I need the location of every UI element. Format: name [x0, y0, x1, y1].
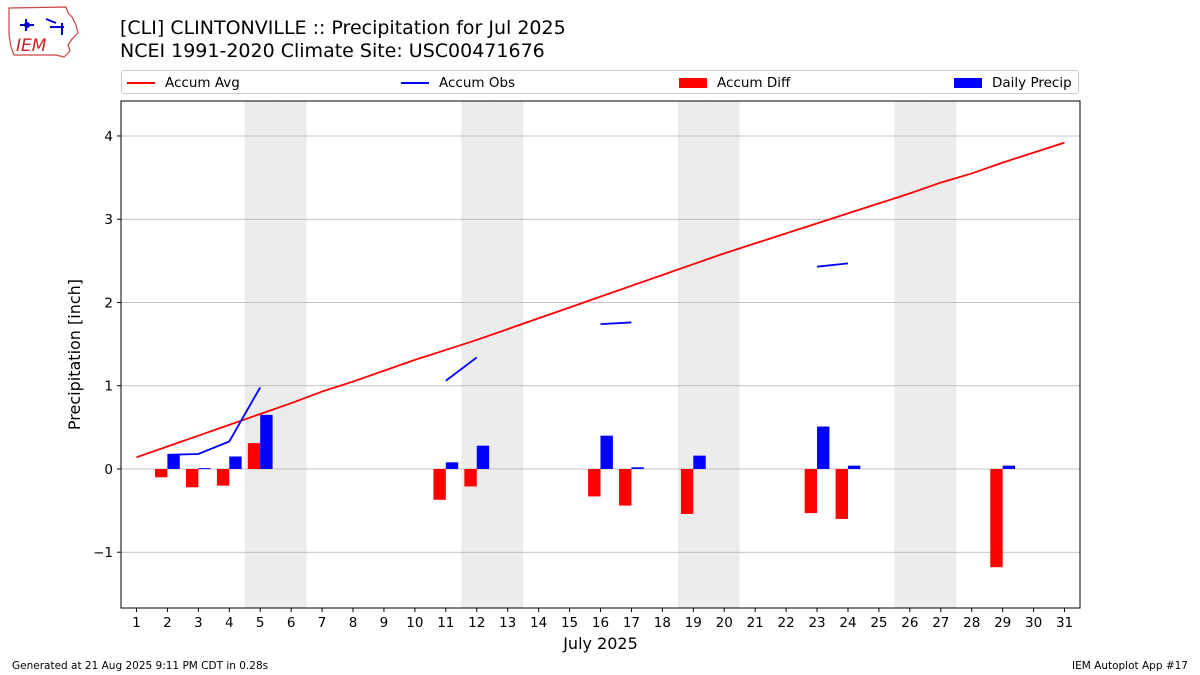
- y-tick-label: 0: [104, 462, 113, 478]
- plot-frame: [120, 100, 1081, 609]
- accum-diff-bar: [464, 468, 477, 487]
- x-tick-label: 25: [870, 615, 887, 631]
- x-tick-label: 31: [1056, 615, 1073, 631]
- x-axis-label: July 2025: [562, 634, 638, 653]
- x-tick-label: 17: [623, 615, 640, 631]
- x-tick-label: 8: [349, 615, 358, 631]
- accum-obs-line: [445, 356, 478, 382]
- x-tick-label: 5: [256, 615, 265, 631]
- accum-diff-bar: [433, 468, 446, 500]
- daily-precip-bar: [167, 454, 180, 469]
- chart-subtitle: NCEI 1991-2020 Climate Site: USC00471676: [120, 40, 545, 62]
- weekend-band: [894, 101, 926, 608]
- daily-precip-bar: [229, 456, 242, 469]
- x-tick-label: 24: [839, 615, 856, 631]
- legend: Accum Avg Accum Obs Accum Diff Daily Pre…: [121, 70, 1079, 94]
- weekend-band: [708, 101, 740, 608]
- x-tick-label: 20: [716, 615, 733, 631]
- daily-precip-bar: [631, 467, 644, 469]
- accum-diff-bar: [185, 468, 199, 488]
- x-tick-label: 27: [932, 615, 949, 631]
- daily-precip-bar: [600, 435, 613, 469]
- x-tick-label: 9: [380, 615, 389, 631]
- legend-label-daily-precip: Daily Precip: [992, 75, 1072, 91]
- weekend-band: [925, 101, 957, 608]
- x-tick-label: 16: [592, 615, 609, 631]
- weekend-band: [275, 101, 307, 608]
- x-tick-label: 18: [654, 615, 671, 631]
- accum-avg-line: [136, 141, 1065, 459]
- x-tick-label: 6: [287, 615, 296, 631]
- x-tick-label: 1: [132, 615, 141, 631]
- y-tick-label: −1: [93, 545, 113, 561]
- daily-precip-bar: [445, 462, 459, 469]
- chart-title: [CLI] CLINTONVILLE :: Precipitation for …: [120, 17, 566, 39]
- daily-precip-bar: [260, 414, 273, 469]
- x-tick-label: 26: [901, 615, 918, 631]
- x-tick-label: 11: [437, 615, 454, 631]
- x-tick-label: 22: [778, 615, 795, 631]
- footer-generated-text: Generated at 21 Aug 2025 9:11 PM CDT in …: [12, 660, 269, 672]
- x-tick-label: 14: [530, 615, 547, 631]
- daily-precip-bar: [476, 445, 490, 469]
- logo-text: IEM: [16, 36, 47, 56]
- x-tick-label: 10: [406, 615, 423, 631]
- accum-obs-line: [816, 262, 849, 268]
- weekend-band: [677, 101, 709, 608]
- x-tick-label: 2: [163, 615, 172, 631]
- accum-obs-line: [600, 321, 632, 326]
- accum-diff-bar: [247, 443, 261, 469]
- y-tick-label: 4: [104, 129, 113, 145]
- weekend-band: [244, 101, 276, 608]
- legend-swatch-daily-precip: [954, 78, 982, 88]
- accum-diff-bar: [990, 468, 1003, 568]
- x-tick-label: 12: [468, 615, 485, 631]
- weekend-band: [461, 101, 493, 608]
- daily-precip-bar: [1002, 465, 1016, 469]
- daily-precip-bar: [693, 455, 706, 469]
- daily-precip-bar: [198, 468, 211, 470]
- accum-diff-bar: [680, 468, 694, 514]
- legend-item-accum-avg: Accum Avg: [127, 74, 240, 92]
- legend-swatch-accum-obs: [401, 82, 429, 84]
- y-axis-label: Precipitation [inch]: [65, 279, 84, 430]
- y-tick-label: 3: [104, 212, 113, 228]
- iem-logo-icon: IEM: [8, 6, 79, 58]
- x-tick-label: 23: [808, 615, 825, 631]
- legend-item-accum-diff: Accum Diff: [679, 74, 790, 92]
- legend-label-accum-diff: Accum Diff: [717, 75, 791, 91]
- x-tick-label: 29: [994, 615, 1011, 631]
- legend-label-accum-obs: Accum Obs: [439, 75, 516, 91]
- x-tick-label: 21: [747, 615, 764, 631]
- x-tick-label: 3: [194, 615, 203, 631]
- legend-item-daily-precip: Daily Precip: [954, 74, 1072, 92]
- legend-swatch-accum-avg: [127, 82, 155, 84]
- accum-diff-bar: [835, 468, 848, 519]
- accum-diff-bar: [155, 468, 168, 478]
- legend-item-accum-obs: Accum Obs: [401, 74, 515, 92]
- daily-precip-bar: [817, 426, 830, 469]
- accum-diff-bar: [619, 468, 632, 506]
- footer-app-text: IEM Autoplot App #17: [1072, 660, 1188, 672]
- x-tick-label: 19: [685, 615, 702, 631]
- x-tick-label: 4: [225, 615, 234, 631]
- accum-diff-bar: [588, 468, 601, 497]
- x-tick-label: 13: [499, 615, 516, 631]
- y-tick-label: 1: [104, 379, 113, 395]
- x-tick-label: 15: [561, 615, 578, 631]
- x-tick-label: 30: [1025, 615, 1042, 631]
- weekend-band: [492, 101, 524, 608]
- accum-diff-bar: [804, 468, 818, 514]
- legend-label-accum-avg: Accum Avg: [165, 75, 240, 91]
- accum-diff-bar: [216, 468, 230, 486]
- y-tick-label: 2: [104, 295, 113, 311]
- accum-obs-line: [167, 386, 261, 456]
- legend-swatch-accum-diff: [679, 78, 707, 88]
- daily-precip-bar: [847, 465, 861, 469]
- x-tick-label: 28: [963, 615, 980, 631]
- x-tick-label: 7: [318, 615, 327, 631]
